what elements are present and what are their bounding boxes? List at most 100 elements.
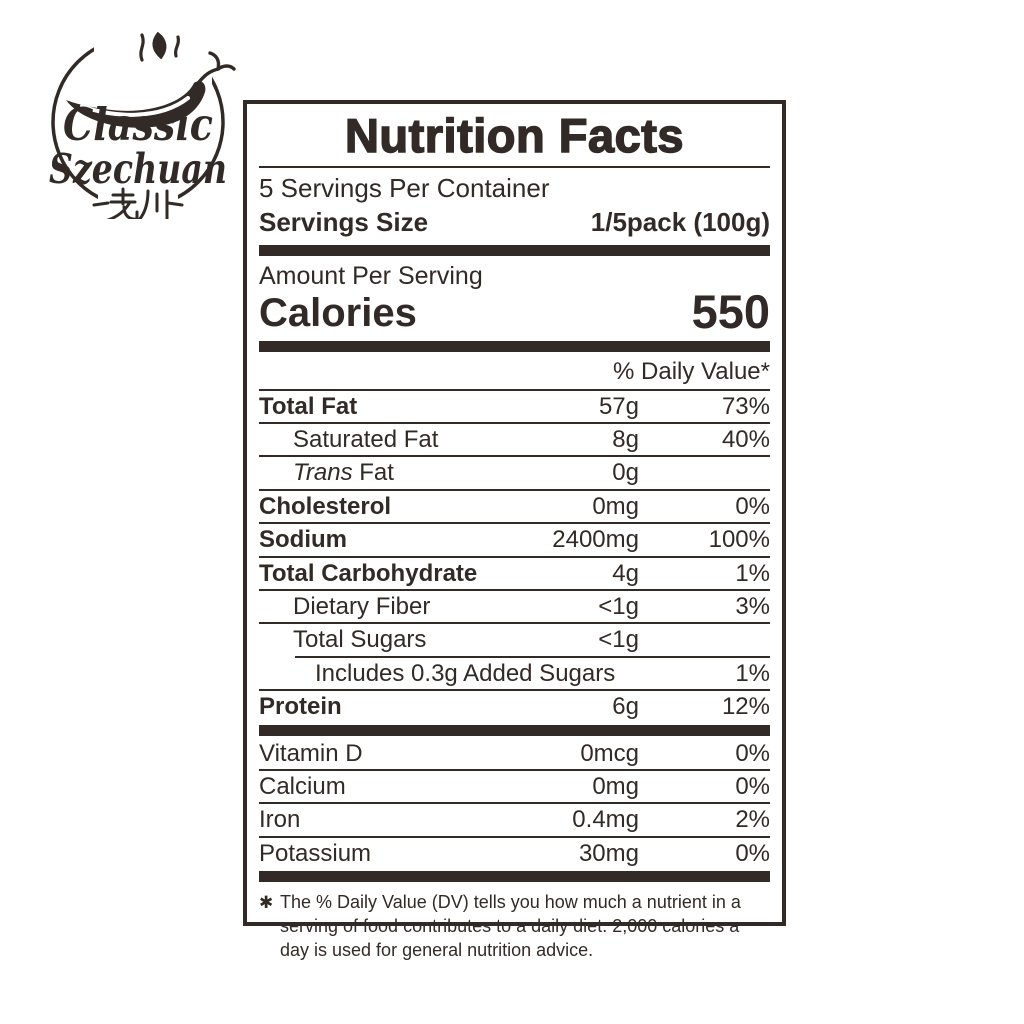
nutrient-name: Vitamin D <box>259 739 519 767</box>
divider <box>259 835 770 838</box>
stem-prong <box>208 51 221 71</box>
nutrient-amount: <1g <box>598 592 639 620</box>
flame-wisp <box>139 33 145 62</box>
nutrient-row-added-sugars: Includes 0.3g Added Sugars 1% <box>259 658 770 689</box>
nutrient-name: Total Carbohydrate <box>259 559 519 587</box>
nutrient-name: Total Sugars <box>259 627 519 653</box>
tick-left <box>92 201 110 207</box>
servings-per-container: 5 Servings Per Container <box>259 173 550 204</box>
nutrient-row-vitamin-d: Vitamin D 0mcg 0% <box>259 738 770 769</box>
thick-divider <box>259 871 770 883</box>
nutrient-percent: 73% <box>721 392 770 420</box>
nutrient-percent: 0% <box>735 739 770 767</box>
thick-divider <box>259 340 770 352</box>
nutrient-row-dietary-fiber: Dietary Fiber <1g 3% <box>259 591 770 622</box>
serving-size-label: Servings Size <box>259 207 429 238</box>
top-arc-mask <box>94 18 212 94</box>
nutrient-percent: 1% <box>735 659 770 687</box>
nutrient-name: Iron <box>259 807 519 833</box>
nutrient-name-text: Protein <box>259 693 342 721</box>
nutrient-name: Calcium <box>259 772 519 800</box>
divider <box>259 522 770 525</box>
nutrition-facts-label: Nutrition Facts 5 Servings Per Container… <box>243 100 786 960</box>
calories-row: Calories 550 <box>259 285 770 339</box>
nutrient-row-total-fat: Total Fat 57g 73% <box>259 391 770 422</box>
nutrient-amount: 2400mg <box>552 526 639 554</box>
nutrient-name: Cholesterol <box>259 493 519 520</box>
nutrient-row-total-sugars: Total Sugars <1g <box>259 624 770 655</box>
nutrient-amount: 0mg <box>592 772 639 800</box>
daily-value-header: % Daily Value* <box>613 357 770 385</box>
divider <box>259 166 770 169</box>
brand-name-line1: Classic <box>63 98 213 151</box>
asterisk-icon: ✱ <box>259 893 274 913</box>
nutrient-percent: 0% <box>735 772 770 800</box>
nutrient-amount: 0.4mg <box>572 806 639 834</box>
pepper-stem <box>194 51 236 88</box>
serving-size-value: 1/5pack (100g) <box>590 207 770 238</box>
stem-prong <box>216 64 236 71</box>
nutrient-row-total-carbohydrate: Total Carbohydrate 4g 1% <box>259 558 770 589</box>
tick-right <box>166 201 184 207</box>
nutrient-name-text: Potassium <box>259 839 372 867</box>
chili-pepper-icon <box>66 51 236 128</box>
nutrient-percent: 1% <box>735 559 770 587</box>
nutrient-name-text: Total Carbohydrate <box>259 559 478 587</box>
nutrient-name: Sodium <box>259 527 519 553</box>
nutrient-name-text: Total Sugars <box>293 626 427 654</box>
flame-icon <box>139 31 181 62</box>
serving-size-row: Servings Size 1/5pack (100g) <box>259 205 770 243</box>
nutrient-row-iron: Iron 0.4mg 2% <box>259 804 770 835</box>
nutrient-amount: 0g <box>612 459 639 487</box>
nutrient-name-text: Includes 0.3g Added Sugars <box>315 659 616 687</box>
nutrient-name-text: Calcium <box>259 772 346 800</box>
nutrient-name: Protein <box>259 693 519 721</box>
nutrient-row-protein: Protein 6g 12% <box>259 691 770 722</box>
divider <box>259 555 770 558</box>
stem-line <box>194 67 220 88</box>
nutrient-name-text: Total Fat <box>259 392 358 420</box>
lao-stroke <box>122 205 139 219</box>
nutrient-row-trans-fat: Trans Fat 0g <box>259 457 770 488</box>
lao-stroke <box>106 200 132 219</box>
nutrient-name-text: Iron <box>259 806 301 834</box>
thick-divider <box>259 724 770 736</box>
footnote-text: The % Daily Value (DV) tells you how muc… <box>280 892 741 960</box>
nutrient-percent: 0% <box>735 839 770 867</box>
nutrient-name: Saturated Fat <box>259 426 519 453</box>
nutrient-amount: 57g <box>598 392 639 420</box>
nutrient-row-potassium: Potassium 30mg 0% <box>259 838 770 869</box>
divider <box>259 422 770 425</box>
divider <box>259 622 770 625</box>
nutrient-amount: 0mg <box>592 492 639 520</box>
nutrient-row-cholesterol: Cholesterol 0mg 0% <box>259 491 770 522</box>
nutrient-percent: 0% <box>735 492 770 520</box>
brand-name-line2: Szechuan <box>49 145 227 193</box>
chuan-stroke <box>137 189 150 219</box>
nutrient-percent: 2% <box>735 806 770 834</box>
nutrient-name-text: Fat <box>352 459 394 487</box>
calories-value: 550 <box>691 285 770 339</box>
nutrient-row-sodium: Sodium 2400mg 100% <box>259 524 770 555</box>
nutrient-name: Trans Fat <box>259 460 519 486</box>
nutrient-percent: 3% <box>735 592 770 620</box>
nutrient-amount: 30mg <box>578 839 639 867</box>
nutrient-amount: 8g <box>612 426 639 454</box>
nutrient-name-text: Sodium <box>259 526 347 554</box>
divider <box>259 802 770 805</box>
nutrient-percent: 12% <box>721 693 770 721</box>
divider <box>259 768 770 771</box>
nutrient-name: Dietary Fiber <box>259 592 519 620</box>
divider <box>259 388 770 391</box>
flame-wisp <box>173 35 181 58</box>
nutrient-percent: 100% <box>708 526 770 554</box>
nutrient-row-saturated-fat: Saturated Fat 8g 40% <box>259 424 770 455</box>
nutrient-name-text: Dietary Fiber <box>293 592 431 620</box>
nutrient-name: Includes 0.3g Added Sugars <box>259 659 616 687</box>
nutrient-amount: 0mcg <box>580 739 639 767</box>
divider <box>259 455 770 458</box>
nutrient-percent: 40% <box>721 426 770 454</box>
nutrient-name-text: Vitamin D <box>259 739 363 767</box>
divider <box>259 588 770 591</box>
pepper-body <box>66 81 206 128</box>
